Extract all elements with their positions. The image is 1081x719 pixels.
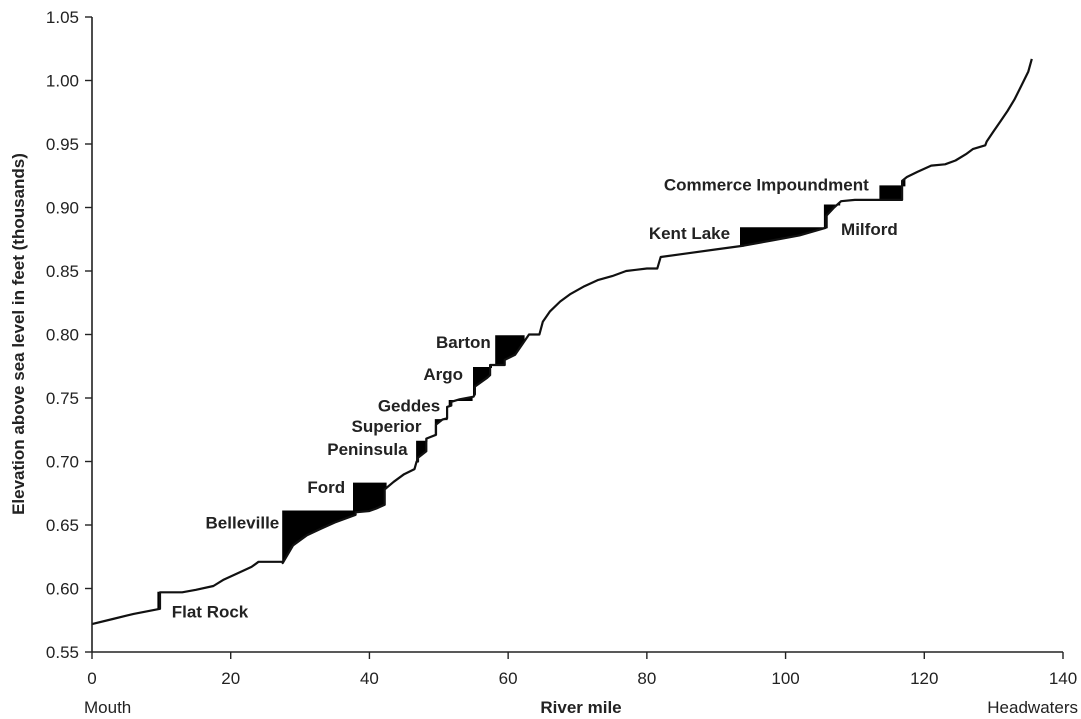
y-tick-label: 1.00 bbox=[46, 72, 79, 91]
y-tick-label: 1.05 bbox=[46, 8, 79, 27]
y-tick-label: 0.75 bbox=[46, 389, 79, 408]
axes bbox=[91, 17, 1063, 653]
impoundment-label-argo: Argo bbox=[423, 365, 463, 384]
x-tick-label: 120 bbox=[910, 669, 938, 688]
impoundment-label-ford: Ford bbox=[307, 478, 345, 497]
impoundment-label-flat-rock: Flat Rock bbox=[172, 602, 249, 621]
x-tick-label: 40 bbox=[360, 669, 379, 688]
profile-line bbox=[91, 58, 1033, 626]
y-tick-label: 0.80 bbox=[46, 326, 79, 345]
x-tick-label: 20 bbox=[221, 669, 240, 688]
impoundment-fill-7 bbox=[495, 335, 525, 366]
y-axis-label: Elevation above sea level in feet (thous… bbox=[9, 153, 28, 515]
impoundment-label-milford: Milford bbox=[841, 220, 898, 239]
x-tick-label: 140 bbox=[1049, 669, 1077, 688]
y-tick-label: 0.70 bbox=[46, 453, 79, 472]
y-tick-label: 0.95 bbox=[46, 135, 79, 154]
x-axis-label: River mile bbox=[540, 698, 621, 717]
x-tick-label: 100 bbox=[771, 669, 799, 688]
x-tick-label: 60 bbox=[499, 669, 518, 688]
y-tick-label: 0.60 bbox=[46, 580, 79, 599]
impoundment-label-commerce-impoundment: Commerce Impoundment bbox=[664, 176, 869, 195]
impoundment-label-peninsula: Peninsula bbox=[327, 440, 408, 459]
y-tick-label: 0.85 bbox=[46, 262, 79, 281]
y-tick-label: 0.55 bbox=[46, 643, 79, 662]
x-end-label-mouth: Mouth bbox=[84, 698, 131, 717]
y-tick-label: 0.90 bbox=[46, 199, 79, 218]
river-profile-series bbox=[91, 58, 1033, 626]
x-tick-label: 0 bbox=[87, 669, 96, 688]
impoundment-label-geddes: Geddes bbox=[378, 397, 440, 416]
impoundment-label-superior: Superior bbox=[352, 417, 422, 436]
x-end-label-headwaters: Headwaters bbox=[987, 698, 1078, 717]
impoundment-fills bbox=[157, 177, 906, 610]
x-tick-label: 80 bbox=[637, 669, 656, 688]
impoundment-label-barton: Barton bbox=[436, 333, 491, 352]
impoundment-labels: Flat Rock Belleville Ford Peninsula Superior… bbox=[172, 176, 898, 622]
axis-ticks: 0 20 40 60 80 100 120 140 0.55 0.60 0.65 0.70 0.75 0.… bbox=[46, 8, 1077, 688]
y-tick-label: 0.65 bbox=[46, 516, 79, 535]
impoundment-label-kent-lake: Kent Lake bbox=[649, 224, 730, 243]
impoundment-label-belleville: Belleville bbox=[206, 513, 280, 532]
